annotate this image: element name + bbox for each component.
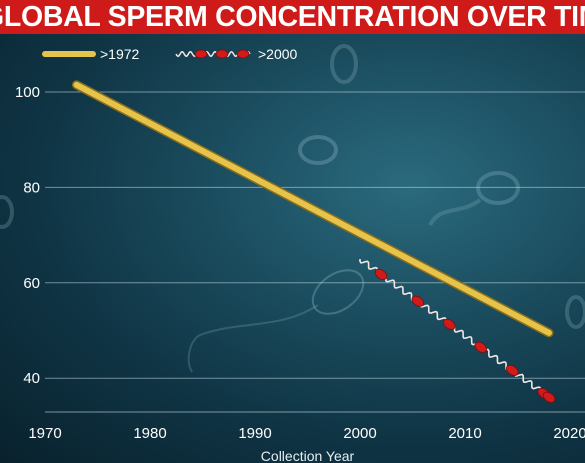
chart-title: GLOBAL SPERM CONCENTRATION OVER TIME — [0, 1, 585, 33]
legend-swatch-2000-head — [236, 49, 250, 59]
x-tick-label-2000: 2000 — [343, 425, 376, 442]
x-tick-label-1980: 1980 — [133, 425, 166, 442]
x-axis-label: Collection Year — [261, 448, 355, 463]
series-2000-end-marker — [542, 391, 556, 403]
x-tick-label-1990: 1990 — [238, 425, 271, 442]
legend-label-1972: >1972 — [100, 46, 140, 62]
series-2000-marker — [474, 341, 487, 353]
legend: >1972 >2000 — [42, 46, 298, 62]
x-tick-label-1970: 1970 — [28, 425, 61, 442]
y-tick-label-80: 80 — [23, 179, 40, 196]
y-tick-label-40: 40 — [23, 370, 40, 387]
series-layer — [72, 80, 556, 403]
x-tick-label-2010: 2010 — [448, 425, 481, 442]
series-1972-line — [73, 81, 552, 336]
y-tick-label-100: 100 — [15, 84, 40, 101]
legend-swatch-2000-head — [215, 49, 229, 59]
legend-swatch-2000-head — [194, 49, 208, 59]
y-tick-label-60: 60 — [23, 275, 40, 292]
series-2000-marker — [374, 268, 388, 280]
legend-label-2000: >2000 — [258, 46, 298, 62]
series-2000-marker — [443, 318, 456, 330]
x-axis-ticks: 1970 1980 1990 2000 2010 2020 — [28, 425, 585, 442]
series-2000-marker — [506, 364, 519, 376]
series-2000-marker — [411, 295, 424, 307]
y-axis-ticks: 100 80 60 40 — [15, 84, 40, 387]
gridlines — [45, 91, 585, 413]
title-banner: GLOBAL SPERM CONCENTRATION OVER TIME — [0, 0, 585, 34]
background-sperm-illustration — [0, 44, 585, 373]
x-tick-label-2020: 2020 — [553, 425, 585, 442]
